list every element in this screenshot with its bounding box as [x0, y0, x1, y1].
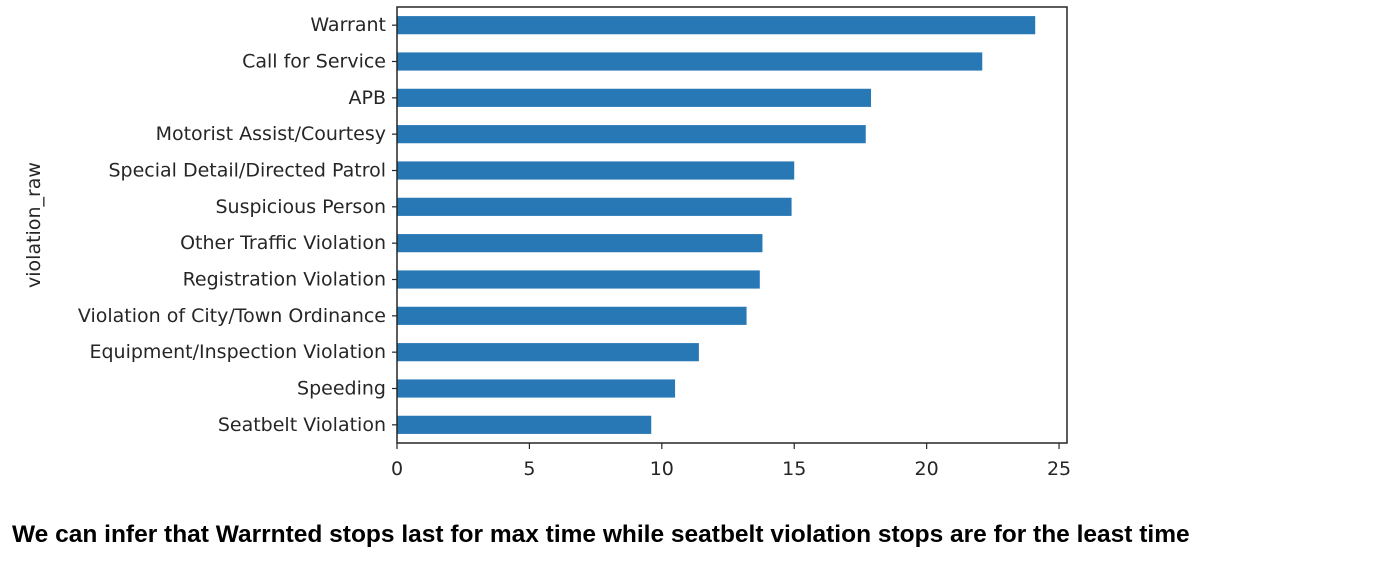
- y-tick-label: Seatbelt Violation: [218, 414, 386, 436]
- y-tick-label: Other Traffic Violation: [180, 232, 386, 254]
- bar: [397, 161, 795, 180]
- caption-text: We can infer that Warrnted stops last fo…: [12, 521, 1190, 548]
- y-tick-label: Violation of City/Town Ordinance: [78, 305, 386, 327]
- y-tick-label: Call for Service: [242, 51, 386, 73]
- y-tick-label: APB: [349, 87, 387, 109]
- bar-chart: Warrant Call for Service APB Motorist Assis…: [23, 6, 1071, 480]
- y-tick-label: Speeding: [297, 378, 386, 400]
- bar: [397, 88, 872, 107]
- bar: [397, 306, 747, 325]
- y-tick-label: Equipment/Inspection Violation: [89, 341, 386, 363]
- y-tick-label: Warrant: [310, 14, 386, 36]
- bar: [397, 197, 792, 216]
- bar: [397, 52, 983, 71]
- bar: [397, 415, 652, 434]
- y-tick-label: Suspicious Person: [215, 196, 386, 218]
- x-tick-label: 0: [391, 458, 403, 480]
- x-tick-label: 15: [782, 458, 806, 480]
- y-tick-labels: Warrant Call for Service APB Motorist Assis…: [78, 14, 397, 436]
- x-tick-label: 10: [650, 458, 674, 480]
- bar: [397, 343, 699, 362]
- y-axis-title: violation_raw: [23, 162, 45, 288]
- x-ticks: 0 5 10 15 20 25: [391, 443, 1071, 480]
- plot-frame: [396, 6, 1068, 444]
- x-tick-label: 20: [915, 458, 939, 480]
- y-tick-label: Registration Violation: [183, 269, 386, 291]
- x-tick-label: 5: [523, 458, 535, 480]
- bar: [397, 270, 760, 289]
- bar: [397, 16, 1036, 35]
- bar: [397, 125, 866, 144]
- x-tick-label: 25: [1047, 458, 1071, 480]
- y-tick-label: Motorist Assist/Courtesy: [156, 123, 386, 145]
- bars-group: [397, 16, 1036, 434]
- y-tick-label: Special Detail/Directed Patrol: [108, 160, 386, 182]
- bar: [397, 379, 676, 398]
- bar: [397, 234, 763, 253]
